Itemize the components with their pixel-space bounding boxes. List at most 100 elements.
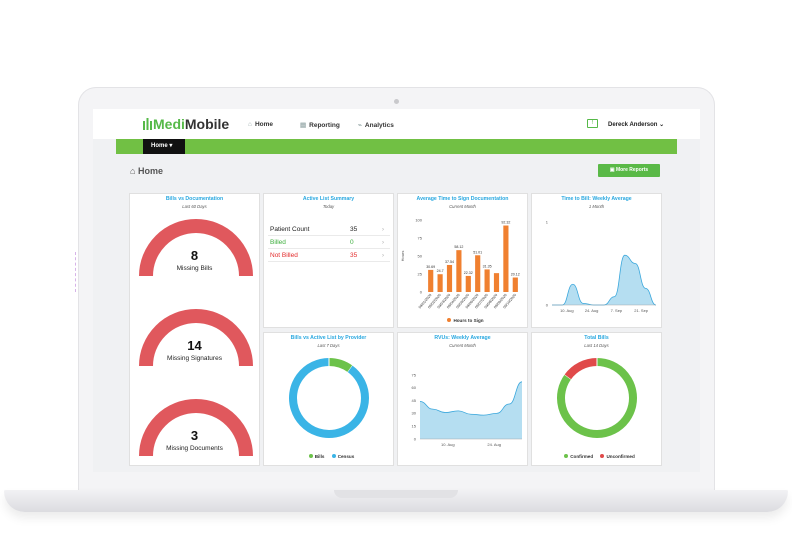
card-title: RVUs: Weekly Average (434, 335, 491, 341)
card-title: Average Time to Sign Documentation (416, 196, 509, 202)
bar (437, 274, 443, 292)
y-tick-label: 45 (412, 398, 417, 403)
bar (456, 250, 462, 292)
nav-reporting[interactable]: ▤ Reporting (300, 121, 340, 129)
donut-slice (557, 358, 637, 438)
more-reports-label: More Reports (615, 167, 649, 173)
rvus-chart: 75 60 45 30 15 0 10. Aug 24. Aug (412, 372, 523, 447)
message-icon[interactable]: ! (587, 119, 598, 128)
nav-home-label: Home (254, 121, 273, 128)
bar (446, 264, 453, 292)
chevron-down-icon: ▾ (169, 143, 173, 149)
gauge-missing-signatures (139, 309, 253, 367)
y-tick-label: 75 (412, 372, 417, 377)
y-tick-label: 75 (418, 235, 423, 240)
area-fill (552, 255, 656, 305)
legend-label: Hours to Sign (453, 318, 484, 323)
y-tick-label: 0 (546, 302, 549, 307)
list-item[interactable]: Billed 0 › (268, 237, 390, 249)
y-tick-label: 60 (412, 385, 417, 390)
gauge-label: Missing Bills (176, 265, 213, 272)
y-tick-label: 1 (546, 219, 549, 224)
gauge-missing-documents (139, 399, 253, 457)
card-title: Bills vs Documentation (165, 196, 224, 202)
nav-reporting-label: Reporting (309, 122, 340, 129)
user-name: Dereck Anderson (608, 122, 658, 128)
list-item-value: 35 (350, 226, 358, 233)
brand-logo[interactable]: MediMobile (143, 116, 229, 132)
bar (503, 225, 509, 292)
legend-swatch (564, 454, 569, 458)
bar-data-label: 30.69 (426, 265, 435, 269)
card-subtitle: Last 60 Days (182, 204, 207, 209)
y-tick-label: 0 (414, 436, 417, 441)
top-navbar: MediMobile ⌂ Home ▤ Reporting ⌁ Analytics !… (93, 109, 700, 139)
chevron-down-icon: ⌄ (659, 122, 665, 128)
card-title: Total Bills (584, 335, 609, 341)
chart-legend: Hours to Sign (398, 318, 527, 323)
x-tick-label: 24. Aug (585, 308, 599, 313)
card-subtitle: Today (322, 204, 335, 209)
list-item-value: 0 (350, 239, 354, 246)
list-item[interactable]: Patient Count 35 › (268, 224, 390, 236)
y-tick-label: 50 (418, 253, 423, 258)
bar-data-label: 20.12 (511, 273, 520, 277)
brand-prefix: Medi (153, 116, 185, 132)
list-item-label: Not Billed (270, 252, 298, 259)
legend-swatch (308, 454, 313, 458)
gauge-label: Missing Documents (166, 445, 223, 452)
brand-suffix: Mobile (184, 116, 230, 132)
area-line (419, 381, 523, 416)
bar (428, 269, 434, 292)
bar-data-label: 24.7 (437, 269, 444, 273)
home-dropdown-button[interactable]: Home ▾ (143, 139, 185, 154)
bar (512, 277, 518, 292)
y-tick-label: 30 (412, 411, 417, 416)
y-axis-label: Hours (400, 251, 405, 262)
more-reports-button[interactable]: ▣ More Reports (598, 164, 660, 177)
bar (493, 273, 500, 292)
chart-legend: Confirmed Unconfirmed (532, 454, 661, 459)
list-item-label: Billed (270, 239, 286, 246)
home-icon: ⌂ (248, 121, 252, 128)
page-title: ⌂ Home (130, 166, 163, 176)
app-screen: MediMobile ⌂ Home ▤ Reporting ⌁ Analytics !… (93, 109, 700, 472)
list-item-value: 35 (350, 252, 358, 259)
bills-census-donut (289, 358, 369, 438)
report-icon: ▤ (300, 122, 307, 129)
list-item[interactable]: Not Billed 35 › (268, 250, 390, 262)
x-tick-label: 24. Aug (487, 442, 501, 447)
bar-data-label: 58.12 (454, 245, 463, 249)
card-subtitle: Last 14 Days (584, 343, 609, 348)
home-icon: ⌂ (130, 166, 136, 176)
user-menu[interactable]: Dereck Anderson ⌄ (608, 121, 664, 128)
card-active-list-summary: Active List Summary Today Patient Count 3… (263, 193, 394, 328)
card-rvus-weekly-average: RVUs: Weekly Average Current Month 75 60 4… (397, 332, 528, 466)
donut-slice (564, 358, 598, 380)
card-subtitle: 1 Month (588, 204, 605, 209)
logo-leaf-icon (143, 118, 152, 130)
legend-swatch (600, 454, 605, 458)
gauge-value: 3 (190, 428, 199, 443)
legend-label: Unconfirmed (606, 454, 635, 459)
nav-analytics[interactable]: ⌁ Analytics (358, 121, 394, 129)
legend-label: Bills (314, 454, 325, 459)
webcam (394, 99, 399, 104)
card-title: Time to Bill: Weekly Average (561, 196, 632, 202)
card-average-time-to-sign: Average Time to Sign Documentation Curre… (397, 193, 528, 328)
area-fill (420, 381, 522, 439)
laptop-base (4, 490, 788, 512)
analytics-icon: ⌁ (358, 122, 362, 129)
card-bills-vs-documentation: Bills vs Documentation Last 60 Days 8 Mi… (129, 193, 260, 466)
nav-home[interactable]: ⌂ Home (248, 121, 273, 128)
card-subtitle: Current Month (449, 343, 476, 348)
donut-slice (289, 358, 369, 438)
reports-icon: ▣ (609, 167, 615, 173)
subnav-bar: Home ▾ (116, 139, 677, 154)
bar (475, 255, 481, 292)
y-tick-label: 100 (415, 217, 422, 222)
card-title: Bills vs Active List by Provider (290, 335, 367, 341)
card-subtitle: Current Month (449, 204, 476, 209)
gauge-value: 8 (190, 248, 199, 263)
